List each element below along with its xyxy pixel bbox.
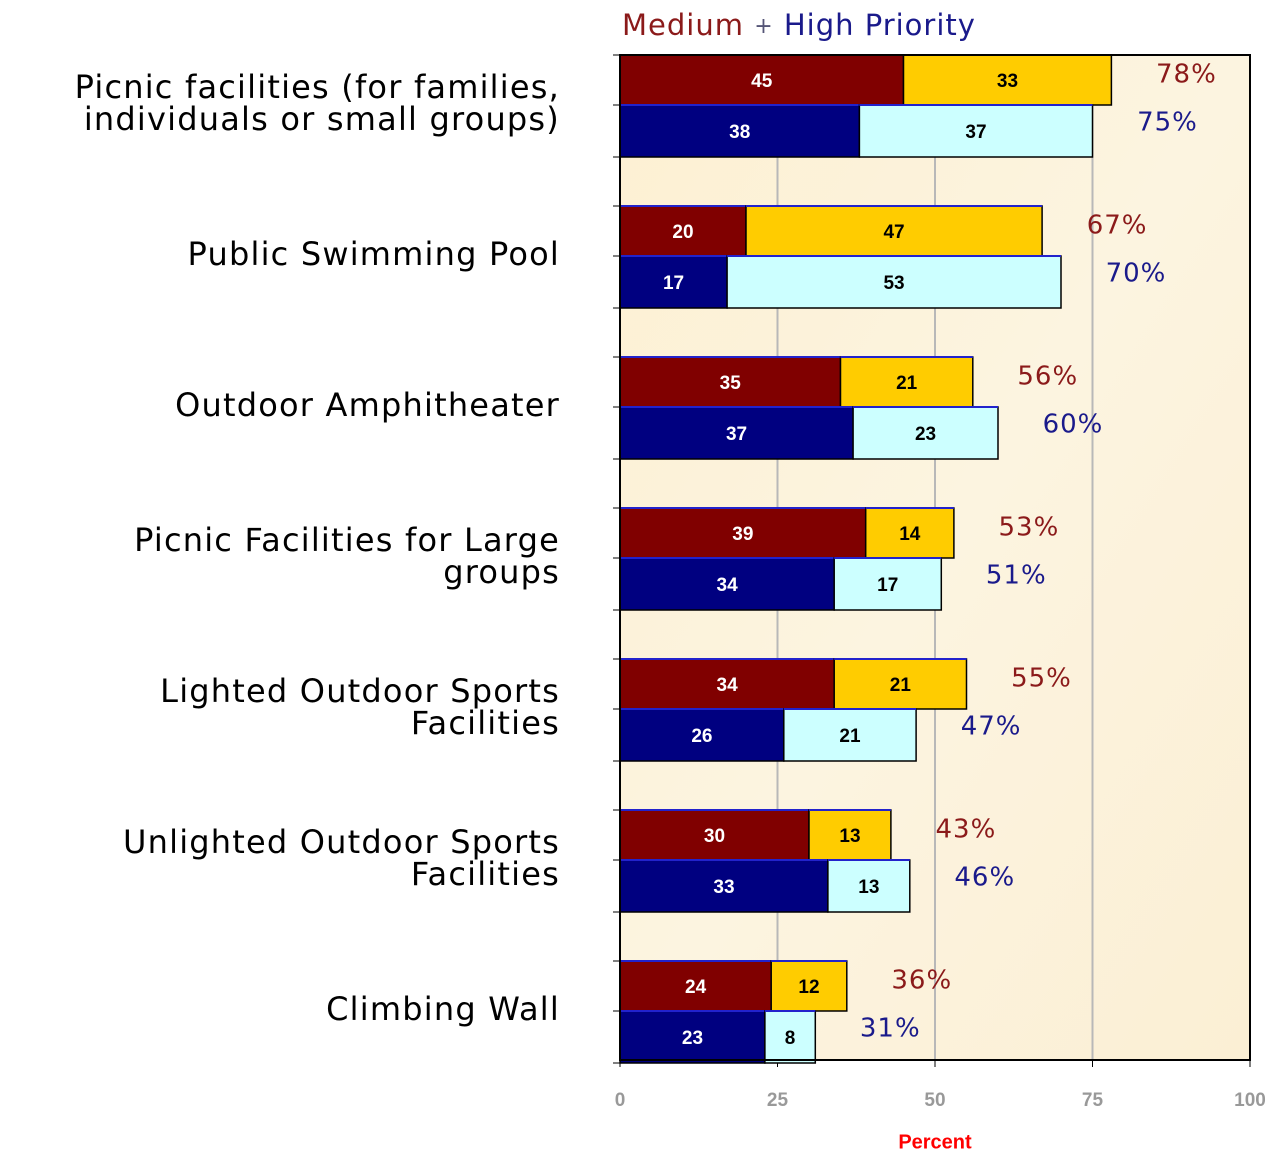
bar-segment [839,356,974,408]
segment-label: 39 [732,524,753,545]
segment-label: 37 [726,424,747,445]
segment-label: 53 [883,273,904,294]
segment-label: 14 [899,524,921,545]
x-tick-label: 100 [1234,1090,1266,1111]
segment-label: 33 [997,71,1018,92]
plot-border [619,54,1251,1061]
total-label: 55% [1011,664,1072,694]
title-part: Medium [622,8,744,42]
bar-segment [770,960,848,1012]
bar-segment [619,557,835,611]
segment-label: 26 [691,726,712,747]
segment-label: 17 [663,273,684,294]
segment-label: 23 [682,1028,703,1049]
bar-segment [726,255,1062,309]
bar-segment [619,104,861,158]
chart-title: Medium + High Priority [622,8,976,42]
segment-label: 8 [785,1028,796,1049]
total-label: 51% [986,561,1047,591]
x-tick-label: 25 [767,1090,789,1111]
total-label: 36% [891,966,952,996]
bar-segment [619,54,905,106]
segment-label: 38 [729,122,750,143]
x-tick-label: 0 [615,1090,626,1111]
segment-label: 30 [704,826,725,847]
category-label: Outdoor Amphitheater [175,386,560,424]
total-label: 70% [1106,259,1167,289]
bar-segment [833,557,943,611]
bar-segment [783,708,917,762]
bar-segment [827,859,911,913]
category-label: Facilities [411,855,560,893]
total-label: 47% [961,712,1022,742]
bar-segment [864,507,955,559]
segment-label: 13 [839,826,860,847]
title-part: High Priority [784,8,976,42]
segment-label: 21 [839,726,861,747]
category-label: Picnic facilities (for families, [75,68,560,106]
category-label: Facilities [411,704,560,742]
segment-label: 17 [877,575,898,596]
segment-label: 12 [798,977,819,998]
bar-segment [833,658,968,710]
segment-label: 47 [883,222,904,243]
category-label: Unlighted Outdoor Sports [123,823,560,861]
total-label: 67% [1087,211,1148,241]
segment-label: 21 [896,373,918,394]
bar-segment [619,406,854,460]
category-label: Picnic Facilities for Large [134,521,560,559]
category-label: Climbing Wall [326,990,560,1028]
segment-label: 45 [751,71,773,92]
segment-label: 33 [713,877,734,898]
total-label: 43% [936,815,997,845]
total-label: 31% [860,1014,921,1044]
segment-label: 13 [858,877,879,898]
bar-segment [858,104,1094,158]
segment-label: 24 [685,977,707,998]
segment-label: 37 [965,122,986,143]
total-label: 56% [1017,362,1078,392]
segment-label: 35 [720,373,742,394]
total-label: 60% [1043,410,1104,440]
bar-segment [619,205,747,257]
bar-segment [852,406,999,460]
segment-label: 34 [717,575,739,596]
segment-label: 21 [890,675,912,696]
bar-segment [764,1010,817,1064]
x-axis-label: Percent [898,1131,972,1153]
plot: 0 25 50 75 100 Picnic facilities (for familie… [75,54,1266,1111]
bar-segment [619,1010,766,1064]
bar-segment [619,255,728,309]
total-label: 53% [999,513,1060,543]
bar-segment [745,205,1043,257]
total-label: 78% [1156,60,1217,90]
category-label: individuals or small groups) [84,100,560,138]
total-label: 75% [1137,108,1198,138]
x-tick-label: 75 [1082,1090,1104,1111]
category-label: groups [443,553,560,591]
total-label: 46% [954,863,1015,893]
title-part: + [754,14,773,39]
segment-label: 34 [717,675,739,696]
x-tick-label: 50 [924,1090,945,1111]
category-label: Lighted Outdoor Sports [160,672,560,710]
segment-label: 20 [672,222,693,243]
segment-label: 23 [915,424,936,445]
category-label: Public Swimming Pool [188,235,560,273]
